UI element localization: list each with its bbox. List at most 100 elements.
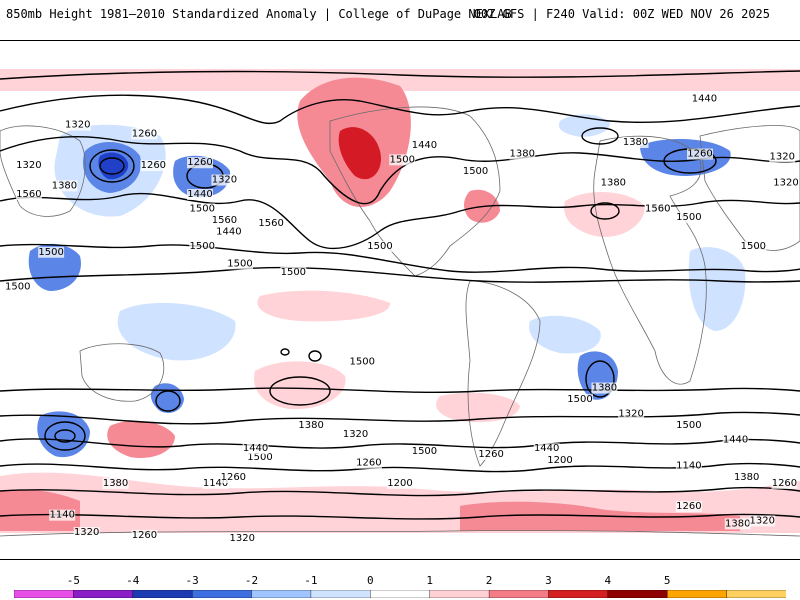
contour-label: 1440: [243, 443, 268, 454]
contour-label: 1200: [387, 478, 412, 489]
contour-label: 1500: [38, 247, 63, 258]
contour-line: [0, 70, 800, 80]
contour-label: 1500: [567, 394, 592, 405]
contour-label-bg: [622, 137, 649, 148]
contour-low-center: [44, 421, 86, 451]
contour-label-bg: [187, 189, 213, 200]
contour-label: 1440: [692, 94, 717, 105]
contour-label-bg: [189, 241, 216, 252]
colorbar-tick-label: 4: [604, 574, 612, 587]
contour-high-center: [590, 202, 620, 220]
contour-label: 1380: [298, 420, 323, 431]
contour-label: 1440: [216, 227, 241, 238]
anomaly-positive-region: [338, 127, 381, 180]
contour-label: 1500: [741, 241, 766, 252]
contour-label-bg: [38, 246, 65, 258]
contour-label: 1560: [212, 215, 237, 226]
contour-label: 1320: [769, 151, 794, 162]
contour-label: 1260: [132, 530, 157, 541]
contour-label: 1260: [132, 128, 157, 139]
contour-label: 1500: [281, 267, 306, 278]
contour-label-bg: [675, 460, 702, 472]
map-title: 850mb Height 1981–2010 Standardized Anom…: [6, 7, 512, 21]
contour-label-bg: [687, 148, 713, 160]
contour-label: 1380: [52, 180, 77, 191]
contour-line: [0, 486, 800, 497]
contour-label: 1500: [349, 357, 374, 368]
contour-label: 1380: [592, 383, 617, 394]
contour-label-bg: [355, 457, 382, 469]
contour-label: 1260: [676, 501, 701, 512]
anomaly-positive-region: [0, 69, 800, 91]
colorbar-segment: [607, 590, 668, 598]
contour-label-bg: [15, 160, 42, 172]
contour-low-center: [54, 429, 76, 443]
contour-label: 1380: [103, 478, 128, 489]
south-america-outline: [465, 280, 541, 467]
contour-label-bg: [411, 139, 438, 151]
contour-low-center: [581, 127, 619, 145]
contour-label-bg: [462, 165, 489, 177]
contour-label-bg: [102, 477, 129, 489]
contour-label-bg: [644, 203, 671, 215]
contour-label: 1320: [229, 533, 254, 544]
contour-label: 1500: [189, 203, 214, 214]
north-america-outline: [329, 106, 501, 277]
contour-label: 1140: [49, 510, 74, 521]
colorbar-tick-label: 5: [663, 574, 671, 587]
contour-label: 1440: [412, 140, 437, 151]
contour-label: 1500: [412, 446, 437, 457]
colorbar-tick-label: -1: [304, 574, 318, 587]
contour-label: 1500: [676, 212, 701, 223]
contour-line: [0, 411, 800, 425]
contour-label-bg: [600, 177, 627, 189]
contour-label: 1260: [478, 449, 503, 460]
contour-label: 1380: [623, 137, 648, 148]
anomaly-positive-region: [436, 392, 520, 423]
colorbar-segment: [191, 590, 253, 598]
anomaly-negative-region: [640, 139, 731, 176]
colorbar: -5 -4 -3 -2 -1 0 1 2 3 4 5: [0, 568, 800, 600]
colorbar-track: [14, 590, 786, 598]
contour-label-bg: [258, 217, 285, 229]
anomaly-negative-region: [529, 315, 601, 354]
contour-label-bg: [131, 128, 158, 140]
contour-label-bg: [547, 454, 573, 466]
contour-label: 1500: [367, 241, 392, 252]
contour-label: 1500: [676, 420, 701, 431]
asia-west-outline: [0, 125, 86, 217]
contour-label-bg: [49, 509, 76, 521]
contour-label-bg: [4, 281, 31, 293]
australia-outline: [79, 343, 165, 402]
contour-label-bg: [567, 394, 593, 406]
header-bar: 850mb Height 1981–2010 Standardized Anom…: [0, 0, 800, 40]
colorbar-tick-label: -2: [244, 574, 259, 587]
anomaly-negative-region: [688, 247, 746, 331]
contour-line: [0, 243, 800, 273]
contour-low-center: [585, 360, 615, 398]
contour-label-bg: [769, 151, 796, 163]
contour-label-bg: [280, 267, 307, 278]
contour-label-bg: [15, 189, 42, 200]
contour-label: 1320: [749, 515, 774, 526]
contour-high-center: [269, 376, 331, 406]
contour-line: [0, 136, 800, 205]
contour-label: 1380: [734, 472, 759, 483]
contour-label: 1320: [74, 527, 99, 538]
colorbar-segment: [132, 590, 193, 598]
contour-label-bg: [367, 241, 393, 252]
contour-label-bg: [342, 428, 369, 440]
contour-label-bg: [51, 180, 78, 192]
contour-label: 1440: [187, 189, 212, 200]
contour-label: 1260: [772, 478, 797, 489]
contour-label-bg: [64, 119, 91, 131]
contour-label-bg: [349, 356, 376, 368]
contour-label: 1320: [212, 175, 237, 186]
contour-label: 1320: [773, 177, 798, 188]
map-frame: 1320 1260 1320 1260 1380 1320 1440 1500 1560 1560…: [0, 40, 800, 560]
contour-label-bg: [220, 472, 247, 484]
colorbar-segment: [429, 590, 490, 598]
colorbar-segment: [251, 590, 312, 598]
